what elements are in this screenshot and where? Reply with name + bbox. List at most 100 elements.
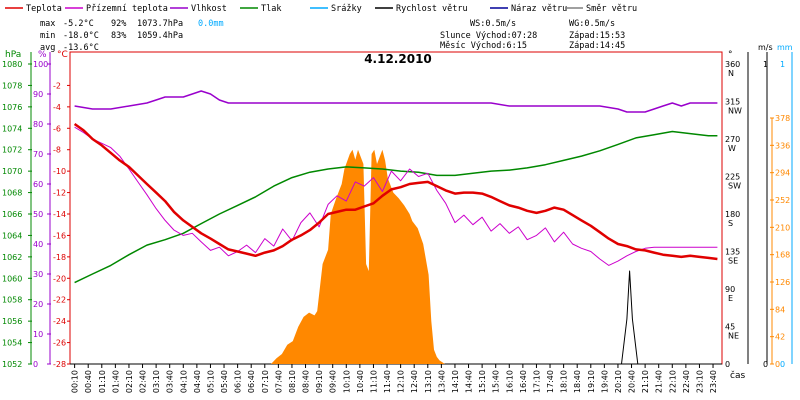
dir-tick-label: SW xyxy=(728,182,741,191)
x-tick-label: 06:10 xyxy=(234,370,243,393)
solar-radiation-area xyxy=(70,149,722,364)
solar-tick-label: 252 xyxy=(775,196,790,205)
dir-tick-label: SE xyxy=(728,257,738,266)
ms-axis-title: m/s xyxy=(758,43,773,52)
x-tick-label: 23:40 xyxy=(709,370,718,393)
hpa-axis-title: hPa xyxy=(5,50,21,60)
dir-tick-deg: 360 xyxy=(725,60,740,69)
hpa-tick-label: 1076 xyxy=(2,103,22,112)
temperature-series xyxy=(73,122,718,261)
x-tick-label: 01:10 xyxy=(98,370,107,393)
hpa-tick-label: 1072 xyxy=(2,146,22,155)
stat-avg-label: avg xyxy=(40,43,55,53)
stat-min-temp: -18.0°C xyxy=(63,31,99,41)
dir-tick-label: E xyxy=(728,294,733,303)
hpa-tick-label: 1052 xyxy=(2,360,22,369)
stat-max-press: 1073.7hPa xyxy=(137,19,183,29)
x-tick-label: 20:40 xyxy=(628,370,637,393)
dir-tick-label: W xyxy=(728,144,736,153)
x-tick-label: 21:10 xyxy=(641,370,650,393)
pct-tick-label: 40 xyxy=(33,240,43,249)
dir-tick-label: S xyxy=(728,219,733,228)
plot-area xyxy=(70,90,722,365)
solar-tick-label: 126 xyxy=(775,278,790,287)
hpa-tick-label: 1074 xyxy=(2,124,22,133)
temp-tick-label: -2 xyxy=(53,81,61,90)
temp-tick-label: -6 xyxy=(53,124,61,133)
solar-tick-label: 210 xyxy=(775,223,790,232)
x-tick-label: 09:40 xyxy=(329,370,338,393)
temp-axis-title: °C xyxy=(57,50,68,60)
hpa-tick-label: 1056 xyxy=(2,317,22,326)
legend-label: Srážky xyxy=(331,4,362,14)
solar-tick-label: 336 xyxy=(775,141,790,150)
legend-label: Náraz větru xyxy=(511,4,567,14)
x-tick-label: 11:40 xyxy=(383,370,392,393)
pct-tick-label: 30 xyxy=(33,270,43,279)
pct-tick-label: 20 xyxy=(33,300,43,309)
x-tick-label: 21:40 xyxy=(655,370,664,393)
x-tick-label: 07:10 xyxy=(261,370,270,393)
stat-avg-temp: -13.6°C xyxy=(63,43,99,53)
x-tick-label: 15:40 xyxy=(492,370,501,393)
temp-tick-label: -24 xyxy=(53,317,66,326)
ms-tick-label: 1 xyxy=(763,60,768,69)
info-ws: WS:0.5m/s xyxy=(470,19,516,29)
stat-min-label: min xyxy=(40,31,55,41)
dir-tick-deg: 90 xyxy=(725,285,735,294)
x-tick-label: 05:10 xyxy=(206,370,215,393)
solar-tick-label: 378 xyxy=(775,114,790,123)
x-tick-label: 14:10 xyxy=(451,370,460,393)
solar-tick-label: 168 xyxy=(775,251,790,260)
x-tick-label: 11:10 xyxy=(369,370,378,393)
hpa-tick-label: 1064 xyxy=(2,231,22,240)
x-tick-label: 02:40 xyxy=(139,370,148,393)
legend-label: Rychlost větru xyxy=(396,4,468,14)
x-tick-label: 02:10 xyxy=(125,370,134,393)
axes: hPa1080107810761074107210701068106610641… xyxy=(2,43,793,393)
x-tick-label: 03:40 xyxy=(166,370,175,393)
pct-axis-title: % xyxy=(38,50,47,60)
x-tick-label: 04:40 xyxy=(193,370,202,393)
ms-tick-label: 0 xyxy=(763,360,768,369)
info-sunrise: Slunce Východ:07:28 xyxy=(440,31,537,41)
humidity-series xyxy=(74,90,718,113)
x-tick-label: 00:10 xyxy=(71,370,80,393)
dir-tick-deg: 315 xyxy=(725,98,740,107)
info-moonset: Západ:14:45 xyxy=(569,41,625,51)
x-tick-label: 10:10 xyxy=(342,370,351,393)
solar-tick-label: 0 xyxy=(775,360,780,369)
ground-temperature-series xyxy=(74,126,718,266)
x-tick-label: 09:10 xyxy=(315,370,324,393)
pct-tick-label: 100 xyxy=(33,60,48,69)
legend-label: Teplota xyxy=(26,4,62,14)
x-tick-label: 13:10 xyxy=(424,370,433,393)
temp-tick-label: -28 xyxy=(53,360,66,369)
x-tick-label: 22:40 xyxy=(682,370,691,393)
dir-tick-deg: 225 xyxy=(725,173,740,182)
x-axis-title: čas xyxy=(730,370,745,381)
legend: Teplota Přízemní teplota Vlhkost Tlak Srážky… xyxy=(5,4,637,14)
x-tick-label: 00:40 xyxy=(84,370,93,393)
pct-tick-label: 0 xyxy=(33,360,38,369)
temp-tick-label: -20 xyxy=(53,274,66,283)
legend-label: Přízemní teplota xyxy=(86,4,168,14)
temp-tick-label: -18 xyxy=(53,253,66,262)
x-tick-label: 05:40 xyxy=(220,370,229,393)
dir-tick-label: N xyxy=(728,69,734,78)
x-tick-label: 17:40 xyxy=(546,370,555,393)
solar-tick-label: 294 xyxy=(775,169,790,178)
stat-min-hum: 83% xyxy=(111,31,126,41)
temp-tick-label: -14 xyxy=(53,210,66,219)
pct-tick-label: 70 xyxy=(33,150,43,159)
x-tick-label: 18:10 xyxy=(560,370,569,393)
stat-max-label: max xyxy=(40,19,55,29)
solar-tick-label: 42 xyxy=(775,333,785,342)
x-tick-label: 08:10 xyxy=(288,370,297,393)
x-tick-label: 01:40 xyxy=(111,370,120,393)
wind-gust-series xyxy=(621,270,639,365)
temp-tick-label: -10 xyxy=(53,167,66,176)
pct-tick-label: 90 xyxy=(33,90,43,99)
dir-tick-deg: 0 xyxy=(725,360,730,369)
x-tick-label: 19:10 xyxy=(587,370,596,393)
